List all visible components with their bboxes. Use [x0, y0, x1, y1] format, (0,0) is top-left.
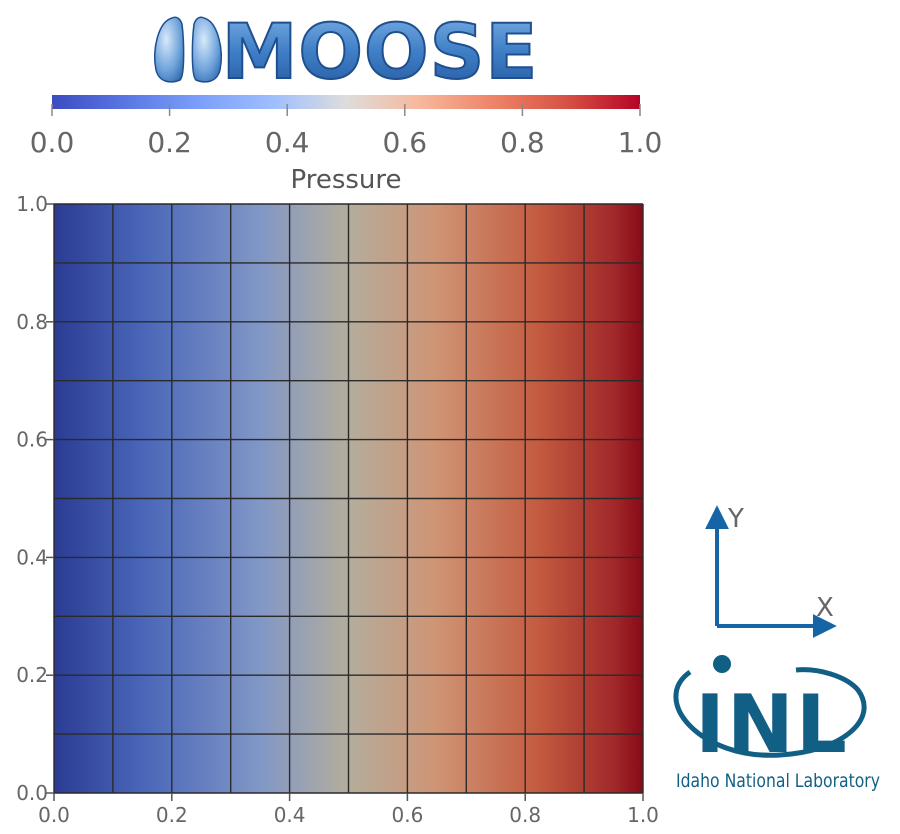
- y-tick-label: 0.6: [16, 428, 48, 452]
- moose-logo: MOOSE: [154, 6, 539, 97]
- y-tick-label: 1.0: [16, 192, 48, 216]
- colorbar-tick-labels: 0.0 0.2 0.4 0.6 0.8 1.0: [30, 126, 663, 159]
- x-axis-ticks: [53, 793, 644, 801]
- x-tick-label: 0.4: [274, 803, 306, 827]
- y-axis-tick-labels: 0.0 0.2 0.4 0.6 0.8 1.0: [16, 192, 48, 805]
- colorbar-ticks: [51, 104, 641, 116]
- colorbar-tick-label: 0.0: [30, 126, 75, 159]
- x-tick-label: 0.0: [38, 803, 70, 827]
- axes-triad: Y X: [705, 504, 837, 638]
- y-tick-label: 0.0: [16, 781, 48, 805]
- lungs-icon: [154, 16, 222, 83]
- colorbar-gradient: [52, 95, 640, 109]
- colorbar-tick-label: 0.8: [500, 126, 545, 159]
- y-tick-label: 0.4: [16, 545, 48, 569]
- x-tick-label: 0.8: [509, 803, 541, 827]
- triad-x-label: X: [816, 593, 834, 623]
- triad-y-label: Y: [727, 504, 744, 534]
- colorbar-tick-label: 0.4: [265, 126, 310, 159]
- moose-logo-text: MOOSE: [222, 7, 539, 96]
- mesh-grid: [53, 203, 644, 794]
- colorbar-tick-label: 0.6: [383, 126, 428, 159]
- inl-logo: INL Idaho National Laboratory: [673, 655, 880, 792]
- colorbar-tick-label: 1.0: [618, 126, 663, 159]
- x-tick-label: 1.0: [627, 803, 659, 827]
- y-tick-label: 0.8: [16, 310, 48, 334]
- inl-orbit-icon: [673, 667, 867, 758]
- x-axis-tick-labels: 0.0 0.2 0.4 0.6 0.8 1.0: [38, 803, 659, 827]
- colorbar: 0.0 0.2 0.4 0.6 0.8 1.0 Pressure: [30, 95, 663, 195]
- colorbar-title: Pressure: [290, 165, 401, 195]
- colorbar-tick-label: 0.2: [147, 126, 192, 159]
- inl-subtitle: Idaho National Laboratory: [676, 770, 880, 792]
- inl-logo-text: INL: [695, 678, 849, 771]
- inl-dot-icon: [713, 655, 731, 673]
- y-axis-ticks: [46, 203, 54, 794]
- x-tick-label: 0.2: [156, 803, 188, 827]
- x-tick-label: 0.6: [391, 803, 423, 827]
- plot-area: 0.0 0.2 0.4 0.6 0.8 1.0 0.0 0.2 0.4 0.6 0.8 1.0: [16, 192, 659, 827]
- y-tick-label: 0.2: [16, 663, 48, 687]
